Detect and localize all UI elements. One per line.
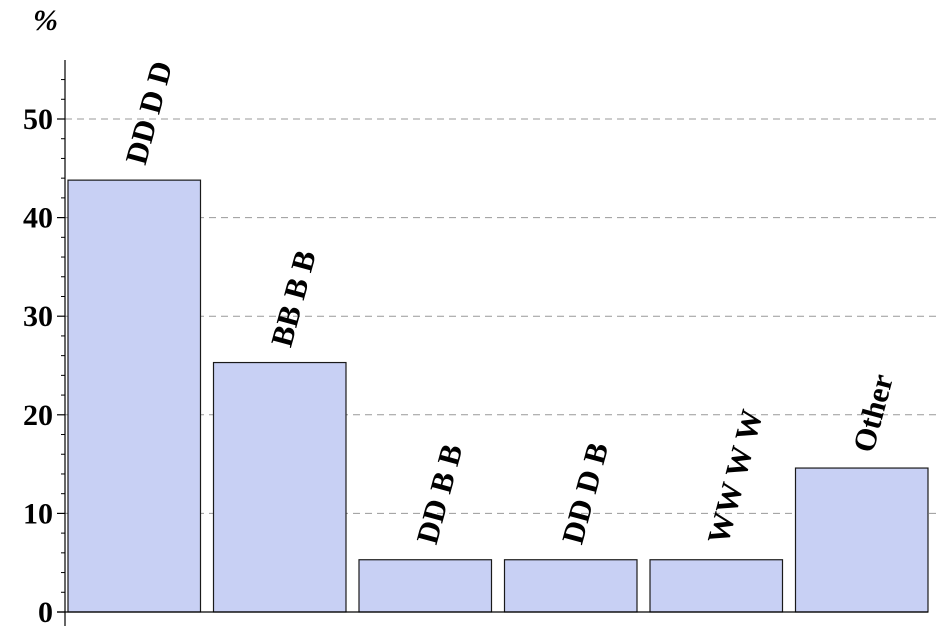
bar-label: Other: [846, 370, 900, 456]
bar-label: BB B B: [264, 246, 323, 350]
bar: [212, 361, 347, 613]
bar-label: WW W W: [700, 406, 769, 548]
y-tick-label: 0: [38, 596, 53, 629]
y-tick-label: 10: [23, 497, 53, 530]
y-tick-label: 20: [23, 399, 53, 432]
bars: [67, 179, 929, 613]
bar: [67, 179, 202, 613]
bar-label: DD D B: [555, 439, 616, 548]
bar-label: DD D D: [118, 57, 179, 168]
bar: [649, 559, 784, 613]
bar: [794, 467, 929, 613]
bar-label: DD B B: [409, 440, 469, 547]
bar: [358, 559, 493, 613]
y-tick-label: 40: [23, 202, 53, 235]
y-ticks: 0 10 20 30 40 50: [23, 79, 65, 629]
y-axis: [57, 60, 928, 626]
y-axis-label: %: [33, 4, 58, 37]
y-tick-label: 50: [23, 103, 53, 136]
grid-lines: [65, 118, 939, 514]
y-tick-label: 30: [23, 300, 53, 333]
bar: [503, 559, 638, 613]
